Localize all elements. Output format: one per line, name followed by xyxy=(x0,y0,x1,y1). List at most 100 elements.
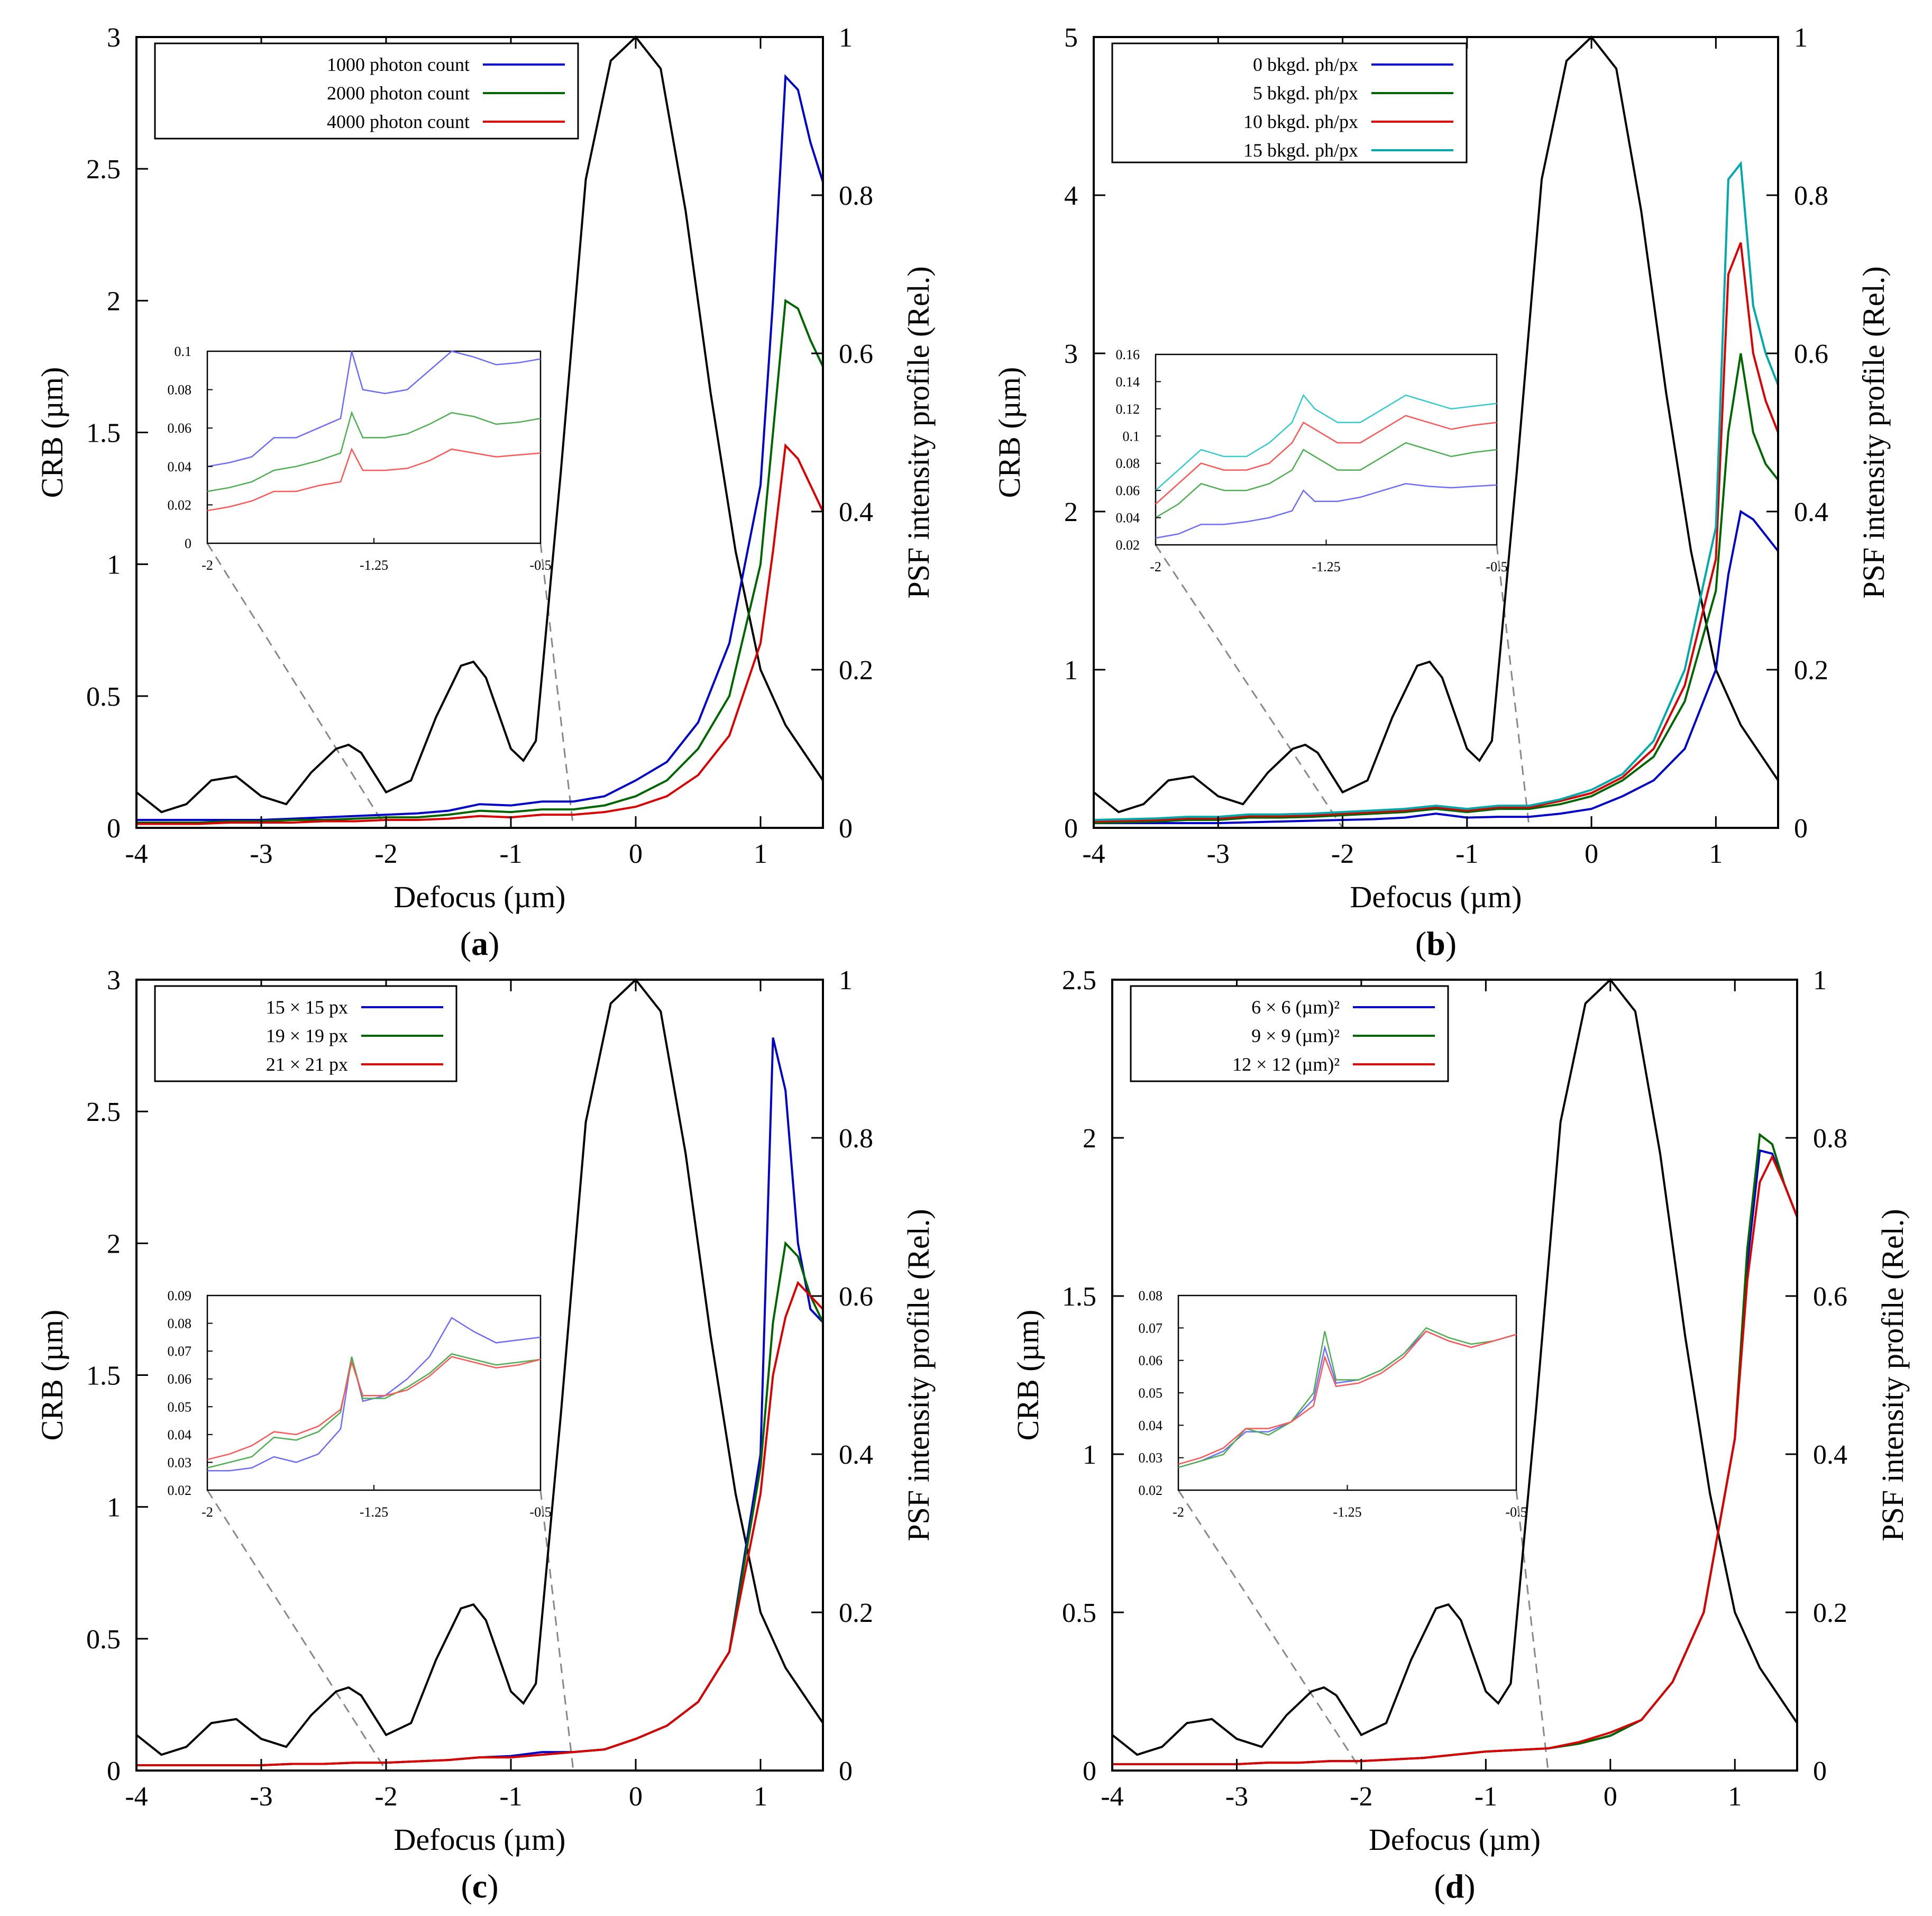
x-tick-label: -2 xyxy=(1331,839,1354,869)
inset: -2 -1.25 -0.5 0.02 0.03 0.04 0.05 0.06 0.07 0.08 0… xyxy=(168,1288,552,1520)
inset-y-tick-label: 0.03 xyxy=(168,1455,192,1470)
inset-y-tick-label: 0.05 xyxy=(168,1399,192,1415)
series-line-3 xyxy=(1112,1154,1798,1765)
x-tick-label: -1 xyxy=(499,839,522,869)
y2-tick-label: 0.8 xyxy=(839,181,873,211)
legend-label: 15 × 15 px xyxy=(266,997,348,1018)
y2-tick-label: 0 xyxy=(839,814,853,844)
y2-tick-label: 0.6 xyxy=(1813,1282,1847,1312)
y-tick-label: 1 xyxy=(107,1493,121,1523)
y-tick-label: 0.5 xyxy=(86,682,121,712)
zoom-guide-right xyxy=(539,1490,574,1771)
y-tick-label: 2.5 xyxy=(86,154,121,185)
legend-label: 1000 photon count xyxy=(327,54,470,75)
x-tick-label: -2 xyxy=(374,1782,397,1812)
legend: 15 × 15 px 19 × 19 px 21 × 21 px xyxy=(154,985,457,1082)
y2-tick-label: 1 xyxy=(839,23,853,53)
y-tick-label: 1.5 xyxy=(86,418,121,449)
x-tick-label: -1 xyxy=(499,1782,522,1812)
inset-series-line-4 xyxy=(1155,394,1497,491)
y2-tick-label: 0 xyxy=(1794,814,1808,844)
legend-label: 12 × 12 (µm)² xyxy=(1232,1054,1340,1075)
inset-y-tick-label: 0.06 xyxy=(168,1372,192,1387)
paren-open: ( xyxy=(1434,1867,1445,1905)
y-tick-label: 4 xyxy=(1064,181,1078,211)
inset-x-tick-label: -2 xyxy=(1150,559,1161,574)
y-tick-label: 1 xyxy=(1064,655,1078,686)
inset-y-tick-label: 0.02 xyxy=(168,497,192,513)
y-tick-label: 5 xyxy=(1064,23,1078,53)
y-tick-label: 1.5 xyxy=(1062,1282,1096,1312)
x-tick-label: 1 xyxy=(1709,839,1723,869)
series-line-2 xyxy=(1093,353,1779,824)
paren-close: ) xyxy=(487,1867,498,1905)
x-tick-label: 0 xyxy=(1585,839,1598,869)
y-tick-label: 2 xyxy=(107,1229,121,1259)
y2-tick-label: 1 xyxy=(1794,23,1808,53)
inset: -2 -1.25 -0.5 0 0.02 0.04 0.06 0.08 0.1 xyxy=(168,344,552,573)
inset-y-tick-label: 0.07 xyxy=(168,1344,192,1359)
y2-tick-label: 0.4 xyxy=(1794,497,1828,527)
paren-open: ( xyxy=(460,925,471,962)
x-tick-label: 1 xyxy=(754,1782,767,1812)
y2-tick-label: 0 xyxy=(1813,1756,1827,1786)
y2-tick-label: 0.6 xyxy=(839,339,873,369)
inset-series-line-3 xyxy=(207,1356,541,1461)
y-tick-label: 1.5 xyxy=(86,1361,121,1391)
panel-letter: (c) xyxy=(461,1867,498,1905)
y2-tick-label: 0.6 xyxy=(839,1282,873,1312)
y-tick-label: 0 xyxy=(107,814,121,844)
y-tick-label: 0 xyxy=(107,1756,121,1786)
x-tick-label: 1 xyxy=(1728,1782,1742,1812)
inset-frame xyxy=(1155,353,1498,546)
inset-y-tick-label: 0.04 xyxy=(1116,510,1140,526)
series-line-3 xyxy=(136,1281,824,1766)
legend-label: 21 × 21 px xyxy=(266,1054,348,1075)
y-tick-label: 0.5 xyxy=(1062,1598,1096,1628)
panel-letter: (b) xyxy=(1415,925,1457,962)
inset-y-tick-label: 0.1 xyxy=(1123,428,1140,444)
inset-x-tick-label: -0.5 xyxy=(529,1504,551,1520)
inset-series-line-3 xyxy=(1155,415,1497,505)
y2-tick-label: 0.2 xyxy=(1794,655,1828,686)
series-line-2 xyxy=(136,298,824,824)
inset-series-line-3 xyxy=(207,447,541,512)
y2-tick-label: 0.2 xyxy=(1813,1598,1847,1628)
inset-y-tick-label: 0.1 xyxy=(175,344,192,359)
inset-y-tick-label: 0.04 xyxy=(1139,1418,1163,1433)
y2-tick-label: 0.8 xyxy=(839,1124,873,1154)
inset-y-tick-label: 0.03 xyxy=(1139,1450,1163,1466)
inset-x-tick-label: -1.25 xyxy=(1312,559,1340,574)
inset-y-tick-label: 0.06 xyxy=(1116,483,1140,498)
inset-y-tick-label: 0.14 xyxy=(1116,374,1140,389)
inset-x-tick-label: -2 xyxy=(1173,1504,1184,1520)
legend-label: 0 bkgd. ph/px xyxy=(1253,54,1358,75)
x-tick-label: -3 xyxy=(1207,839,1230,869)
y-tick-label: 3 xyxy=(107,965,121,996)
psf-profile-line xyxy=(135,35,824,814)
inset-x-tick-label: -0.5 xyxy=(529,558,551,573)
inset-y-tick-label: 0.12 xyxy=(1116,402,1140,417)
y2-tick-label: 0.4 xyxy=(1813,1440,1847,1470)
zoom-guide-left xyxy=(1177,1490,1362,1771)
x-tick-label: -3 xyxy=(250,1782,272,1812)
inset-series-line-3 xyxy=(1178,1330,1517,1465)
legend: 1000 photon count 2000 photon count 4000 p… xyxy=(154,42,579,140)
inset-x-tick-label: -1.25 xyxy=(360,558,388,573)
legend-label: 10 bkgd. ph/px xyxy=(1243,111,1358,132)
y-tick-label: 0 xyxy=(1083,1756,1096,1786)
paren-close: ) xyxy=(1464,1867,1475,1905)
y2-tick-label: 0.2 xyxy=(839,1598,873,1628)
x-tick-label: 1 xyxy=(754,839,767,869)
x-tick-label: -1 xyxy=(1455,839,1478,869)
inset-y-tick-label: 0.05 xyxy=(1139,1385,1163,1401)
legend-label: 19 × 19 px xyxy=(266,1025,348,1046)
x-axis-label: Defocus (µm) xyxy=(394,1822,566,1857)
inset-y-tick-label: 0.02 xyxy=(1116,537,1140,553)
panel-letter-value: a xyxy=(471,925,488,962)
panel-letter-value: c xyxy=(472,1867,487,1905)
legend-label: 6 × 6 (µm)² xyxy=(1251,997,1340,1018)
x-tick-label: -4 xyxy=(125,1782,148,1812)
legend: 0 bkgd. ph/px 5 bkgd. ph/px 10 bkgd. ph/px… xyxy=(1111,42,1468,163)
